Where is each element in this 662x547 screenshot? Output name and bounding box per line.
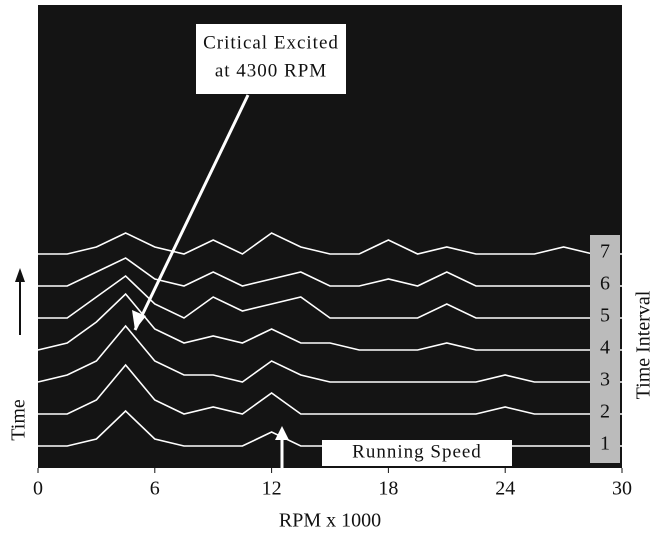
annotation: at 4300 RPM xyxy=(215,60,327,81)
arrow-head xyxy=(15,268,25,282)
x-tick-label: 12 xyxy=(262,478,282,500)
annotation: Running Speed xyxy=(352,441,482,462)
annotation-box xyxy=(322,440,512,466)
interval-label: 1 xyxy=(600,433,610,455)
arrow-head xyxy=(275,426,289,440)
interval-label: 7 xyxy=(600,241,610,263)
trace-fill xyxy=(38,365,622,425)
annotation-arrow xyxy=(133,94,250,331)
trace xyxy=(38,232,622,255)
trace-fill xyxy=(38,326,622,393)
trace-fill xyxy=(38,258,622,297)
x-tick-label: 18 xyxy=(378,478,398,500)
x-axis-label: RPM x 1000 xyxy=(279,510,381,532)
x-tick-label: 0 xyxy=(33,478,43,500)
right-axis-label: Time Interval xyxy=(633,290,655,399)
annotation-box xyxy=(196,24,346,94)
interval-label: 3 xyxy=(600,369,610,391)
interval-box xyxy=(590,235,620,463)
trace xyxy=(38,363,622,415)
x-tick-label: 30 xyxy=(612,478,632,500)
trace-fill xyxy=(38,233,622,265)
interval-label: 5 xyxy=(600,305,610,327)
trace xyxy=(38,257,622,287)
x-tick-label: 24 xyxy=(495,478,515,500)
trace-fill xyxy=(38,294,622,361)
interval-label: 6 xyxy=(600,273,610,295)
annotation: Critical Excited xyxy=(203,32,339,53)
trace xyxy=(38,274,622,319)
trace xyxy=(37,324,622,383)
trace xyxy=(37,292,622,351)
interval-label: 4 xyxy=(600,337,610,359)
interval-label: 2 xyxy=(600,401,610,423)
arrow-head xyxy=(132,310,146,330)
y-axis-label: Time xyxy=(8,399,30,441)
x-tick-label: 6 xyxy=(150,478,160,500)
